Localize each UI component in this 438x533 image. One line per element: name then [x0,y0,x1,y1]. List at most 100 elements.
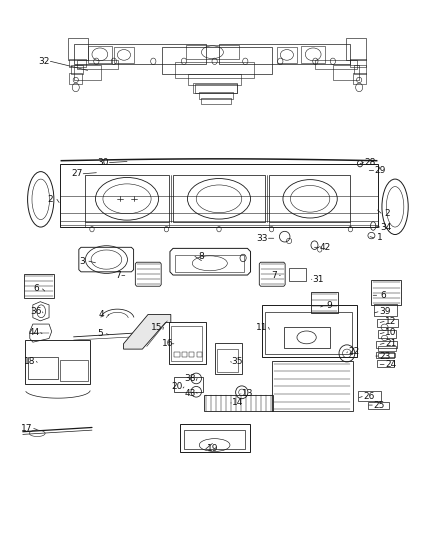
Bar [195,84,237,93]
Bar [311,292,338,313]
Bar [25,340,90,384]
Bar [69,73,82,84]
Bar [201,98,231,104]
Text: 4: 4 [99,310,104,319]
Bar [74,44,206,64]
Bar [175,255,244,272]
Bar [277,47,297,63]
Text: 21: 21 [385,339,396,348]
Bar [60,164,378,227]
Text: 1: 1 [377,233,383,242]
Text: 2: 2 [385,209,390,217]
Bar [184,430,245,449]
Bar [289,268,306,281]
Text: 12: 12 [385,317,396,326]
Text: 23: 23 [379,352,390,360]
Text: 5: 5 [97,329,103,338]
Bar [28,357,58,379]
Bar [71,65,83,74]
Bar [204,395,273,411]
Text: 10: 10 [385,328,396,337]
Bar [353,73,366,84]
Bar [217,349,238,372]
Bar [60,360,88,381]
Bar [24,274,54,298]
Bar [186,45,239,59]
Text: 28: 28 [364,158,376,167]
Text: 11: 11 [256,323,268,332]
Bar [272,361,353,411]
Text: 2: 2 [48,195,53,204]
Text: 39: 39 [379,308,390,316]
Bar [378,346,396,351]
Text: 15: 15 [151,323,162,332]
Bar [350,59,366,67]
Text: 6: 6 [33,285,39,293]
Bar [262,305,357,357]
Bar [374,304,397,316]
Bar [368,402,389,409]
Text: 29: 29 [374,166,386,175]
Text: 36: 36 [30,308,42,316]
Bar [346,38,366,60]
Bar [171,326,202,361]
Text: 19: 19 [207,445,218,453]
Bar [169,322,206,364]
Text: 34: 34 [381,223,392,231]
Text: 26: 26 [363,392,374,401]
Bar [301,46,325,63]
Text: 3: 3 [79,257,85,265]
Text: 6: 6 [380,291,386,300]
Bar [189,352,194,357]
Bar [376,341,397,348]
Text: 35: 35 [232,357,243,366]
Bar [77,60,118,69]
Bar [88,46,112,63]
Text: 44: 44 [28,328,40,337]
Text: 33: 33 [256,234,268,243]
Bar [333,65,359,80]
Bar [188,74,241,85]
Bar [174,352,180,357]
Bar [378,330,396,338]
Text: 8: 8 [198,252,205,261]
Text: 7: 7 [115,271,121,280]
Text: 24: 24 [385,360,396,369]
Text: 30: 30 [97,158,109,167]
Bar [219,44,350,64]
Bar [377,360,394,367]
Text: 16: 16 [162,340,173,348]
Bar [197,352,202,357]
Text: 27: 27 [71,169,82,178]
Bar [199,92,233,99]
Bar [358,391,381,401]
Text: 25: 25 [373,401,385,409]
Bar [114,47,134,63]
Bar [376,352,394,358]
Bar [284,327,330,348]
Text: 31: 31 [312,275,324,284]
Text: 22: 22 [348,348,360,356]
Bar [173,175,265,222]
Bar [180,424,250,452]
Bar [162,47,272,74]
Bar [174,377,203,392]
Text: 7: 7 [271,271,277,280]
Text: 18: 18 [24,357,35,366]
Bar [378,353,395,357]
Bar [377,319,398,327]
Text: 14: 14 [232,399,243,407]
Text: 9: 9 [326,302,332,310]
Bar [193,83,237,93]
Bar [269,175,350,222]
Text: 20: 20 [172,383,183,391]
Text: 42: 42 [319,243,331,252]
Bar [315,60,357,69]
Bar [74,65,101,80]
Text: 38: 38 [185,374,196,383]
Bar [175,62,254,78]
Text: 43: 43 [185,389,196,398]
Polygon shape [124,314,171,349]
Bar [265,312,352,354]
Bar [182,352,187,357]
